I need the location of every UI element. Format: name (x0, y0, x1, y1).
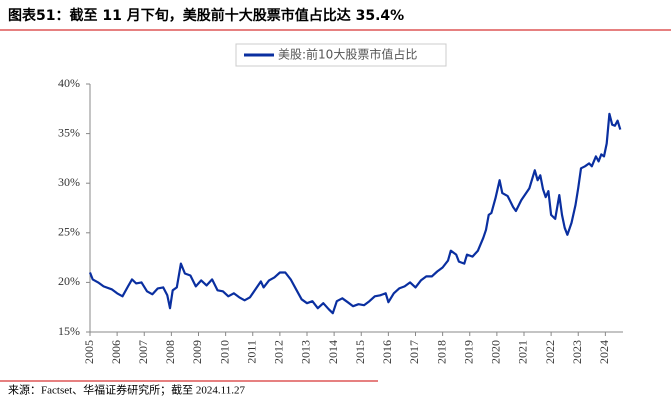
x-tick-label: 2013 (299, 340, 313, 364)
x-tick-label: 2007 (136, 340, 150, 364)
x-tick-label: 2017 (407, 340, 421, 364)
y-tick-label: 25% (58, 225, 80, 239)
x-tick-label: 2016 (380, 340, 394, 364)
x-tick-label: 2009 (190, 340, 204, 364)
x-tick-label: 2010 (217, 340, 231, 364)
x-tick-label: 2011 (244, 340, 258, 364)
x-tick-label: 2019 (461, 340, 475, 364)
y-tick-label: 30% (58, 175, 80, 189)
x-tick-label: 2020 (489, 340, 503, 364)
chart-title: 图表51：截至 11 月下旬，美股前十大股票市值占比达 35.4% (8, 7, 404, 24)
legend-label: 美股:前10大股票市值占比 (278, 47, 417, 62)
y-tick-label: 15% (58, 324, 80, 338)
x-tick-label: 2018 (434, 340, 448, 364)
line-series (88, 112, 622, 315)
source: 来源：Factset、华福证券研究所；截至 2024.11.27 (8, 383, 245, 397)
x-tick-label: 2008 (163, 340, 177, 364)
x-tick-label: 2023 (570, 340, 584, 364)
x-tick-label: 2022 (543, 340, 557, 364)
x-tick-label: 2015 (353, 340, 367, 364)
x-tick-label: 2005 (82, 340, 96, 364)
y-tick-label: 20% (58, 274, 80, 288)
y-tick-label: 35% (58, 125, 80, 139)
x-tick-label: 2024 (597, 340, 611, 364)
x-tick-label: 2014 (326, 340, 340, 364)
x-tick-label: 2021 (516, 340, 530, 364)
legend-box (235, 43, 447, 67)
x-tick-label: 2012 (272, 340, 286, 364)
x-tick-label: 2006 (109, 340, 123, 364)
y-tick-label: 40% (58, 76, 80, 90)
